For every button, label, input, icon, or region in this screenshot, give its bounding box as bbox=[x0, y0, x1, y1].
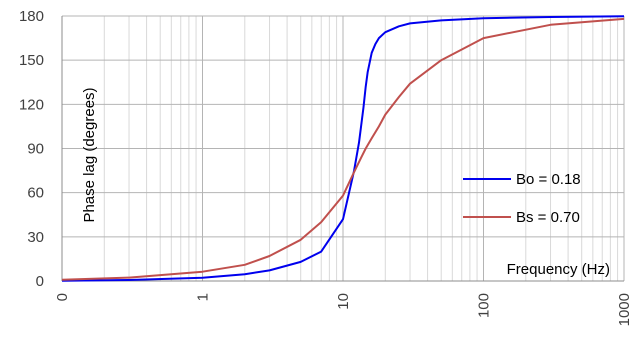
legend-label-2: Bs = 0.70 bbox=[516, 209, 580, 226]
series-line-2 bbox=[61, 17, 625, 281]
tick-labels: 0 30 60 90 120 150 180 0 1 10 100 1000 bbox=[19, 8, 633, 326]
x-tick-label: 1000 bbox=[616, 293, 633, 326]
y-tick-label: 90 bbox=[27, 141, 44, 158]
y-tick-label: 60 bbox=[27, 185, 44, 202]
y-tick-label: 30 bbox=[27, 229, 44, 246]
series-line-1 bbox=[61, 15, 625, 282]
y-tick-label: 120 bbox=[19, 96, 44, 113]
legend: Bo = 0.18 Bs = 0.70 bbox=[463, 171, 581, 226]
x-tick-label: 10 bbox=[335, 293, 352, 310]
x-axis-title: Frequency (Hz) bbox=[507, 261, 610, 278]
x-tick-label: 0 bbox=[54, 293, 71, 301]
y-tick-label: 0 bbox=[36, 273, 44, 290]
series-lines bbox=[61, 15, 625, 282]
y-axis-title: Phase lag (degrees) bbox=[81, 87, 98, 222]
x-tick-label: 1 bbox=[195, 293, 212, 301]
x-tick-label: 100 bbox=[476, 293, 493, 318]
y-tick-label: 150 bbox=[19, 52, 44, 69]
legend-label-1: Bo = 0.18 bbox=[516, 171, 581, 188]
grid bbox=[61, 15, 625, 282]
y-tick-label: 180 bbox=[19, 8, 44, 25]
